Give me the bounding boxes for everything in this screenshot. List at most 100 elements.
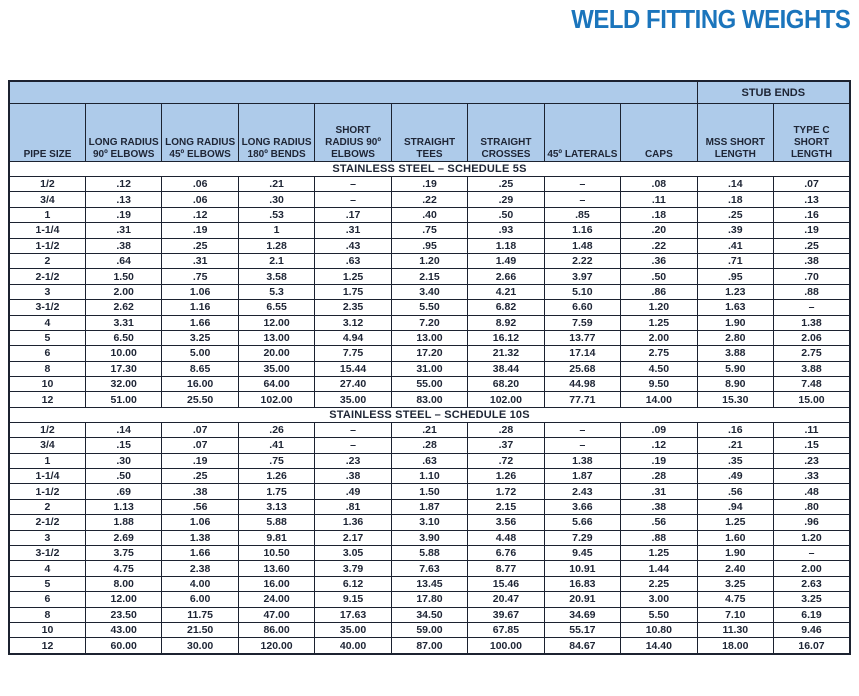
weight-cell: – <box>543 421 622 439</box>
weight-cell: .25 <box>773 237 851 254</box>
weight-cell: 4.75 <box>84 560 163 577</box>
weight-cell: .41 <box>237 437 316 454</box>
weight-cell: 6.12 <box>314 575 392 593</box>
weight-cell: 87.00 <box>390 637 469 655</box>
pipe-size-cell: 3-1/2 <box>8 299 86 316</box>
weight-cell: .75 <box>237 452 316 470</box>
weight-cell: 1.66 <box>161 544 239 562</box>
weight-cell: 2.17 <box>314 529 392 546</box>
weight-cell: .48 <box>773 483 851 500</box>
weight-cell: 9.81 <box>237 529 316 546</box>
weight-cell: .25 <box>161 468 239 485</box>
stub-ends-band-row: STUB ENDS <box>8 80 851 104</box>
table-row: 12 51.00 25.50 102.00 35.00 83.00 102.00 77.71 1… <box>8 391 851 408</box>
weight-cell: .38 <box>773 252 851 270</box>
weight-cell: 15.44 <box>314 360 392 378</box>
weight-cell: 2.63 <box>773 575 851 593</box>
weight-cell: .33 <box>773 468 851 485</box>
weight-cell: 13.00 <box>390 329 469 347</box>
weight-cell: .21 <box>390 421 469 439</box>
weight-cell: 9.15 <box>314 591 392 608</box>
weight-cell: .14 <box>84 421 163 439</box>
weight-cell: 2.25 <box>620 575 698 593</box>
weight-cell: .23 <box>773 452 851 470</box>
weight-cell: .56 <box>161 498 239 516</box>
weight-cell: 13.77 <box>543 329 622 347</box>
weight-cell: 20.47 <box>467 591 545 608</box>
weight-cell: 12.00 <box>84 591 163 608</box>
weight-cell: .29 <box>467 191 545 208</box>
table-row: 6 12.00 6.00 24.00 9.15 17.80 20.47 20.91 3.00 4.… <box>8 591 851 608</box>
pipe-size-cell: 8 <box>8 360 86 378</box>
column-header-4: SHORT RADIUS 90º ELBOWS <box>314 103 392 162</box>
weight-cell: 1.26 <box>467 468 545 485</box>
weight-cell: 2.35 <box>314 299 392 316</box>
pipe-size-cell: 5 <box>8 329 86 347</box>
pipe-size-cell: 10 <box>8 621 86 639</box>
weight-cell: 21.32 <box>467 345 545 362</box>
table-row: 3 2.69 1.38 9.81 2.17 3.90 4.48 7.29.88 1.60 1.20 <box>8 529 851 546</box>
weight-cell: 16.00 <box>237 575 316 593</box>
weight-cell: 3.97 <box>543 268 622 285</box>
weight-cell: 17.20 <box>390 345 469 362</box>
weight-cell: 1.28 <box>237 237 316 254</box>
weight-cell: .19 <box>773 222 851 239</box>
weight-cell: 7.20 <box>390 314 469 331</box>
weight-cell: 8.77 <box>467 560 545 577</box>
weight-cell: 3.58 <box>237 268 316 285</box>
pipe-size-cell: 2-1/2 <box>8 268 86 285</box>
weight-cell: .31 <box>314 222 392 239</box>
table-row: 1/2.14.07.26– .21.28– .09.16.11 <box>8 421 851 439</box>
column-header-3: LONG RADIUS 180º BENDS <box>237 103 316 162</box>
weight-cell: 1.20 <box>390 252 469 270</box>
weld-fitting-weights-table: STUB ENDS PIPE SIZE LONG RADIUS 90º ELBOW… <box>8 80 851 655</box>
weight-cell: 17.14 <box>543 345 622 362</box>
weight-cell: 2.15 <box>390 268 469 285</box>
weight-cell: 1.13 <box>84 498 163 516</box>
weight-cell: 2.69 <box>84 529 163 546</box>
weight-cell: – <box>543 175 622 193</box>
weight-cell: 47.00 <box>237 606 316 623</box>
weight-cell: .22 <box>390 191 469 208</box>
weight-cell: .16 <box>696 421 775 439</box>
pipe-size-cell: 1/2 <box>8 421 86 439</box>
weight-cell: .56 <box>620 514 698 531</box>
table-row: 3/4.15.07.41– .28.37– .12.21.15 <box>8 437 851 454</box>
weight-cell: 100.00 <box>467 637 545 655</box>
table-row: 12 60.00 30.00 120.00 40.00 87.00 100.00 84.67 1… <box>8 637 851 655</box>
pipe-size-cell: 1-1/4 <box>8 468 86 485</box>
weight-cell: 84.67 <box>543 637 622 655</box>
weight-cell: .88 <box>620 529 698 546</box>
weight-cell: 1.90 <box>696 544 775 562</box>
weight-cell: 34.50 <box>390 606 469 623</box>
weight-cell: 11.30 <box>696 621 775 639</box>
weight-cell: 16.12 <box>467 329 545 347</box>
weight-cell: 5.50 <box>620 606 698 623</box>
pipe-size-cell: 1-1/2 <box>8 483 86 500</box>
weight-cell: .13 <box>84 191 163 208</box>
weight-cell: 1.87 <box>390 498 469 516</box>
weight-cell: 83.00 <box>390 391 469 408</box>
weight-cell: 8.65 <box>161 360 239 378</box>
weight-cell: 4.21 <box>467 283 545 301</box>
weight-cell: 38.44 <box>467 360 545 378</box>
weight-cell: 8.00 <box>84 575 163 593</box>
weight-cell: .93 <box>467 222 545 239</box>
table-row: 8 23.50 11.75 47.00 17.63 34.50 39.67 34.69 5.50… <box>8 606 851 623</box>
weight-cell: 43.00 <box>84 621 163 639</box>
pipe-size-cell: 2-1/2 <box>8 514 86 531</box>
weight-cell: .07 <box>161 421 239 439</box>
weight-cell: 1.60 <box>696 529 775 546</box>
weight-cell: .30 <box>84 452 163 470</box>
weight-cell: 7.48 <box>773 376 851 393</box>
weight-cell: .28 <box>620 468 698 485</box>
weight-cell: – <box>773 299 851 316</box>
weight-cell: .09 <box>620 421 698 439</box>
table-row: 4 3.31 1.66 12.00 3.12 7.20 8.92 7.59 1.25 1.90 1.… <box>8 314 851 331</box>
weight-cell: 1.88 <box>84 514 163 531</box>
weight-cell: 4.50 <box>620 360 698 378</box>
weight-cell: 68.20 <box>467 376 545 393</box>
pipe-size-cell: 12 <box>8 391 86 408</box>
weight-cell: – <box>314 175 392 193</box>
weight-cell: .49 <box>314 483 392 500</box>
